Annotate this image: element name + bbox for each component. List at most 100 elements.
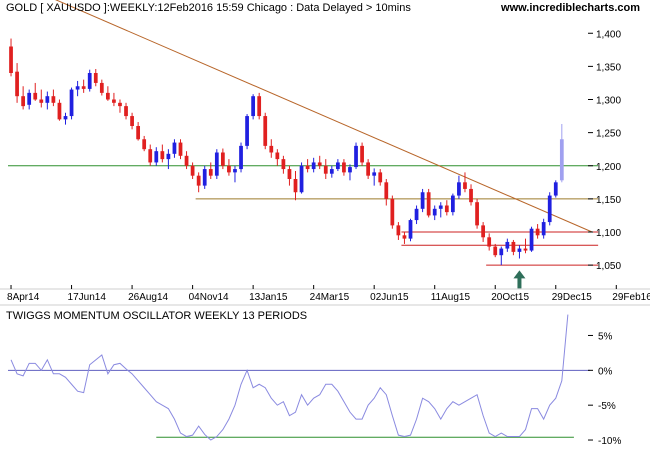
candle-body: [553, 182, 558, 196]
candle-body: [444, 205, 449, 213]
x-tick-label: 17Jun14: [68, 292, 107, 303]
candle-body: [33, 92, 38, 100]
candle-body: [118, 102, 122, 107]
candle-body: [63, 116, 68, 120]
candle-body: [75, 86, 80, 90]
candle-body: [559, 139, 564, 181]
candle-body: [493, 246, 498, 256]
candle-body: [541, 222, 546, 236]
oscillator-y-tick-label: 5%: [598, 331, 613, 342]
candle-body: [275, 152, 280, 160]
oscillator-y-tick-label: -10%: [598, 436, 621, 447]
candle-body: [263, 116, 268, 146]
candle-body: [475, 202, 479, 226]
y-tick-label: 1,050: [596, 261, 621, 272]
candle-body: [27, 92, 32, 105]
candle-body: [251, 96, 256, 117]
candle-body: [208, 169, 213, 176]
x-tick-label: 11Aug15: [431, 292, 471, 303]
candle-body: [184, 155, 189, 166]
oscillator-y-tick-label: -5%: [598, 401, 616, 412]
candle-body: [402, 235, 407, 239]
candle-body: [57, 102, 62, 120]
candle-body: [124, 106, 128, 117]
candle-body: [21, 96, 26, 107]
oscillator-line: [10, 314, 569, 441]
candle-body: [87, 73, 92, 89]
y-tick-label: 1,350: [596, 62, 621, 73]
candle-body: [93, 73, 98, 83]
candle-body: [323, 165, 328, 174]
candle-body: [245, 116, 249, 146]
y-tick-label: 1,250: [596, 129, 621, 140]
candle-body: [281, 159, 286, 170]
candle-body: [426, 192, 431, 216]
candle-body: [287, 169, 292, 179]
candle-body: [384, 182, 389, 199]
x-tick-label: 26Aug14: [128, 292, 168, 303]
candle-body: [414, 208, 419, 221]
candle-body: [202, 169, 207, 186]
candle-body: [227, 165, 231, 173]
candle-body: [329, 169, 334, 174]
x-tick-label: 04Nov14: [189, 292, 229, 303]
x-tick-label: 29Dec15: [552, 292, 592, 303]
x-tick-label: 02Jun15: [370, 292, 409, 303]
candle-body: [354, 145, 358, 168]
candle-body: [15, 71, 19, 97]
trendline: [55, 0, 593, 233]
candle-body: [81, 86, 86, 89]
x-tick-label: 13Jan15: [249, 292, 288, 303]
oscillator-y-tick-label: 0%: [598, 366, 613, 377]
x-tick-label: 29Feb16: [612, 292, 650, 303]
candle-body: [305, 165, 310, 170]
candle-body: [396, 225, 401, 236]
candle-body: [317, 162, 322, 166]
candle-body: [372, 172, 377, 176]
candle-body: [378, 172, 383, 183]
candle-body: [420, 192, 425, 209]
y-tick-label: 1,300: [596, 96, 621, 107]
candle-body: [390, 198, 395, 226]
candle-body: [269, 145, 274, 153]
arrow-marker-icon: [513, 270, 526, 289]
candle-body: [239, 145, 243, 170]
candle-body: [348, 167, 352, 173]
y-tick-label: 1,400: [596, 29, 621, 40]
x-tick-label: 20Oct15: [491, 292, 529, 303]
candle-body: [432, 208, 437, 216]
candle-body: [220, 152, 225, 166]
candle-body: [450, 195, 455, 213]
candle-body: [178, 142, 183, 156]
chart-header-title: GOLD [ XAUUSDO ]:WEEKLY:12Feb2016 15:59 …: [6, 2, 411, 14]
candle-body: [366, 162, 371, 176]
candle-body: [529, 228, 534, 251]
candle-body: [51, 96, 56, 103]
candle-body: [457, 182, 461, 196]
candle-body: [342, 162, 346, 173]
candle-body: [45, 96, 50, 103]
candle-body: [130, 116, 134, 126]
x-tick-label: 8Apr14: [7, 292, 40, 303]
candle-body: [547, 195, 552, 223]
candle-body: [511, 241, 516, 252]
candle-body: [196, 175, 201, 186]
candle-body: [112, 99, 116, 103]
candle-body: [233, 169, 237, 173]
candle-body: [105, 92, 110, 100]
candle-body: [136, 126, 141, 140]
candle-body: [517, 248, 522, 252]
website-label[interactable]: www.incrediblecharts.com: [501, 2, 640, 14]
candle-body: [257, 96, 262, 117]
candle-body: [505, 241, 510, 249]
candle-body: [360, 145, 364, 163]
y-tick-label: 1,200: [596, 162, 621, 173]
x-tick-label: 24Mar15: [310, 292, 350, 303]
y-tick-label: 1,100: [596, 228, 621, 239]
candle-body: [39, 99, 44, 103]
y-tick-label: 1,150: [596, 195, 621, 206]
candle-body: [408, 220, 413, 239]
candle-body: [190, 165, 195, 176]
